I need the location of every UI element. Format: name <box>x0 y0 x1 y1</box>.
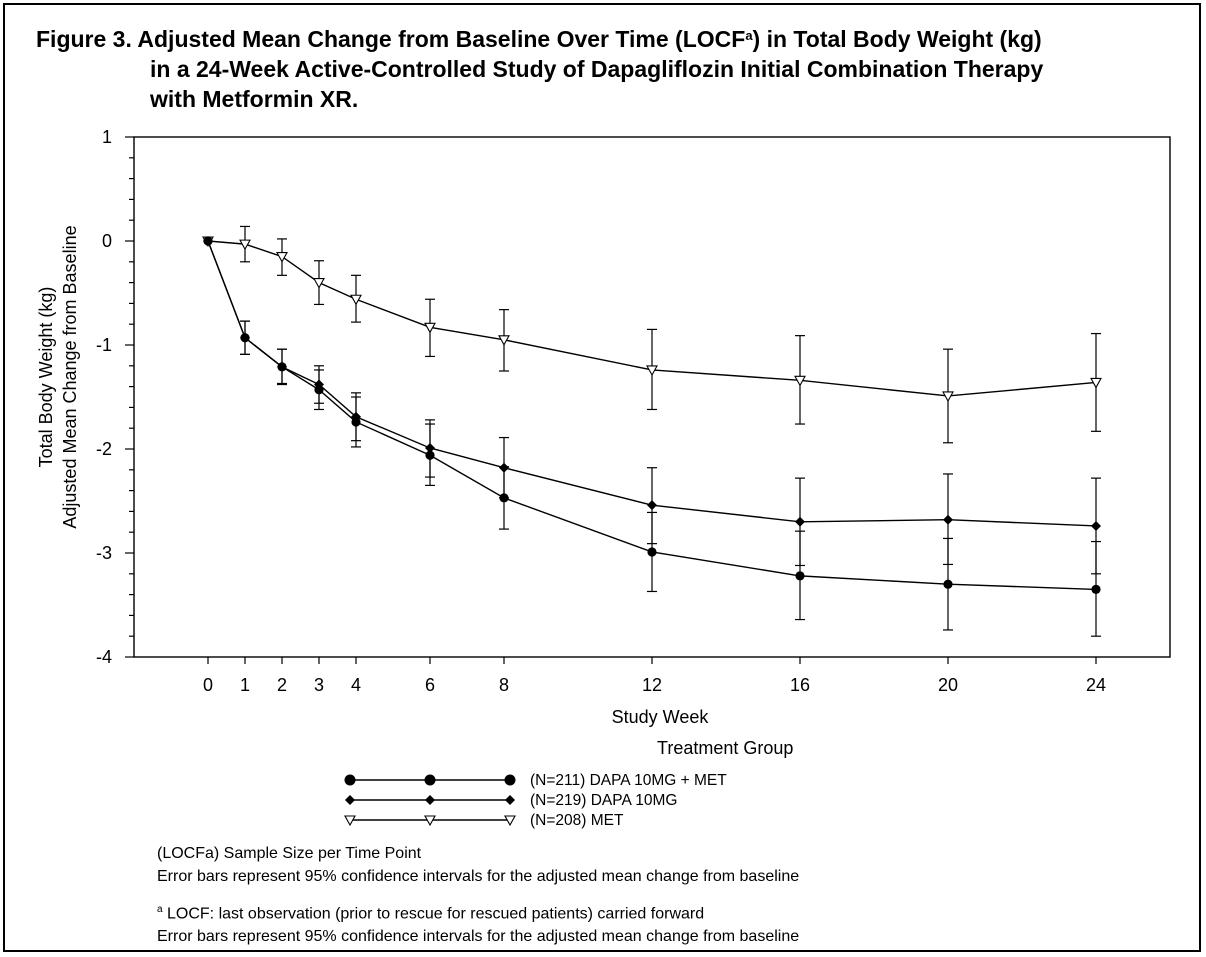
y-tick-label: -1 <box>96 335 112 355</box>
x-tick-label: 24 <box>1086 675 1106 695</box>
data-point <box>203 236 213 246</box>
legend-marker <box>344 774 356 786</box>
x-tick-label: 8 <box>499 675 509 695</box>
legend-title: Treatment Group <box>657 738 793 758</box>
footnote-locf-text: LOCF: last observation (prior to rescue … <box>162 905 705 923</box>
data-point <box>350 294 362 306</box>
legend-label: (N=219) DAPA 10MG <box>530 792 677 809</box>
data-point <box>499 493 509 503</box>
x-tick-label: 0 <box>203 675 213 695</box>
legend-marker <box>424 774 436 786</box>
data-point <box>943 514 953 525</box>
footnote-locf: a LOCF: last observation (prior to rescu… <box>157 898 799 925</box>
footnote-error-bars: Error bars represent 95% confidence inte… <box>157 868 800 885</box>
title-line-3: with Metformin XR. <box>150 86 359 112</box>
legend-marker <box>504 815 516 827</box>
y-tick-label: 0 <box>102 231 112 251</box>
x-tick-label: 6 <box>425 675 435 695</box>
title-line-1-end: ) in Total Body Weight (kg) <box>752 26 1042 52</box>
y-tick-label: -4 <box>96 647 112 667</box>
y-axis-label-line-2: Adjusted Mean Change from Baseline <box>60 225 80 528</box>
data-point <box>1091 520 1101 531</box>
x-tick-label: 3 <box>314 675 324 695</box>
data-point <box>1091 584 1101 595</box>
y-tick-label: -3 <box>96 543 112 563</box>
legend-marker <box>425 795 435 805</box>
data-point <box>313 278 325 289</box>
data-point <box>314 385 324 395</box>
title-line-2: in a 24-Week Active-Controlled Study of … <box>150 56 1044 82</box>
y-axis-label-line-1: Total Body Weight (kg) <box>36 287 56 468</box>
footnote-error-bars-repeat: Error bars represent 95% confidence inte… <box>157 928 800 946</box>
data-point <box>424 322 436 334</box>
title-line-1-text: Figure 3. Adjusted Mean Change from Base… <box>36 26 746 52</box>
legend-marker <box>424 815 436 827</box>
legend-marker <box>504 774 516 786</box>
data-point <box>425 450 435 460</box>
series-0 <box>203 236 1101 637</box>
y-tick-label: 1 <box>102 127 112 147</box>
legend-marker <box>345 795 355 805</box>
legend-marker <box>505 795 515 805</box>
title-superscript: a <box>745 28 753 43</box>
data-point <box>240 333 250 343</box>
legend-marker <box>344 815 356 827</box>
data-point <box>943 579 953 589</box>
footnotes: (LOCFa) Sample Size per Time Point Error… <box>157 842 799 948</box>
data-point <box>277 362 287 372</box>
y-tick-label: -2 <box>96 439 112 459</box>
data-point <box>276 252 288 263</box>
data-point <box>351 417 361 427</box>
x-tick-label: 16 <box>790 675 810 695</box>
x-axis-label: Study Week <box>612 707 710 727</box>
x-tick-label: 20 <box>938 675 958 695</box>
figure-title: Figure 3. Adjusted Mean Change from Base… <box>36 24 1186 114</box>
footnote-sample-size: (LOCFa) Sample Size per Time Point <box>157 845 422 862</box>
title-line-1: Figure 3. Adjusted Mean Change from Base… <box>36 24 1186 54</box>
footnote-superscript: a <box>157 904 163 915</box>
figure-frame <box>3 3 1201 952</box>
data-point <box>647 547 657 557</box>
data-point <box>646 365 658 377</box>
data-point <box>794 375 806 387</box>
data-point <box>795 571 805 581</box>
legend-label: (N=208) MET <box>530 812 624 829</box>
data-point <box>795 516 805 527</box>
x-tick-label: 4 <box>351 675 361 695</box>
x-tick-label: 12 <box>642 675 662 695</box>
legend-label: (N=211) DAPA 10MG + MET <box>530 772 727 789</box>
data-point <box>647 500 657 511</box>
data-point <box>1090 377 1102 389</box>
series-2 <box>202 225 1102 444</box>
data-point <box>239 239 251 251</box>
x-tick-label: 2 <box>277 675 287 695</box>
data-point <box>498 335 510 346</box>
data-point <box>942 391 954 403</box>
x-tick-label: 1 <box>240 675 250 695</box>
